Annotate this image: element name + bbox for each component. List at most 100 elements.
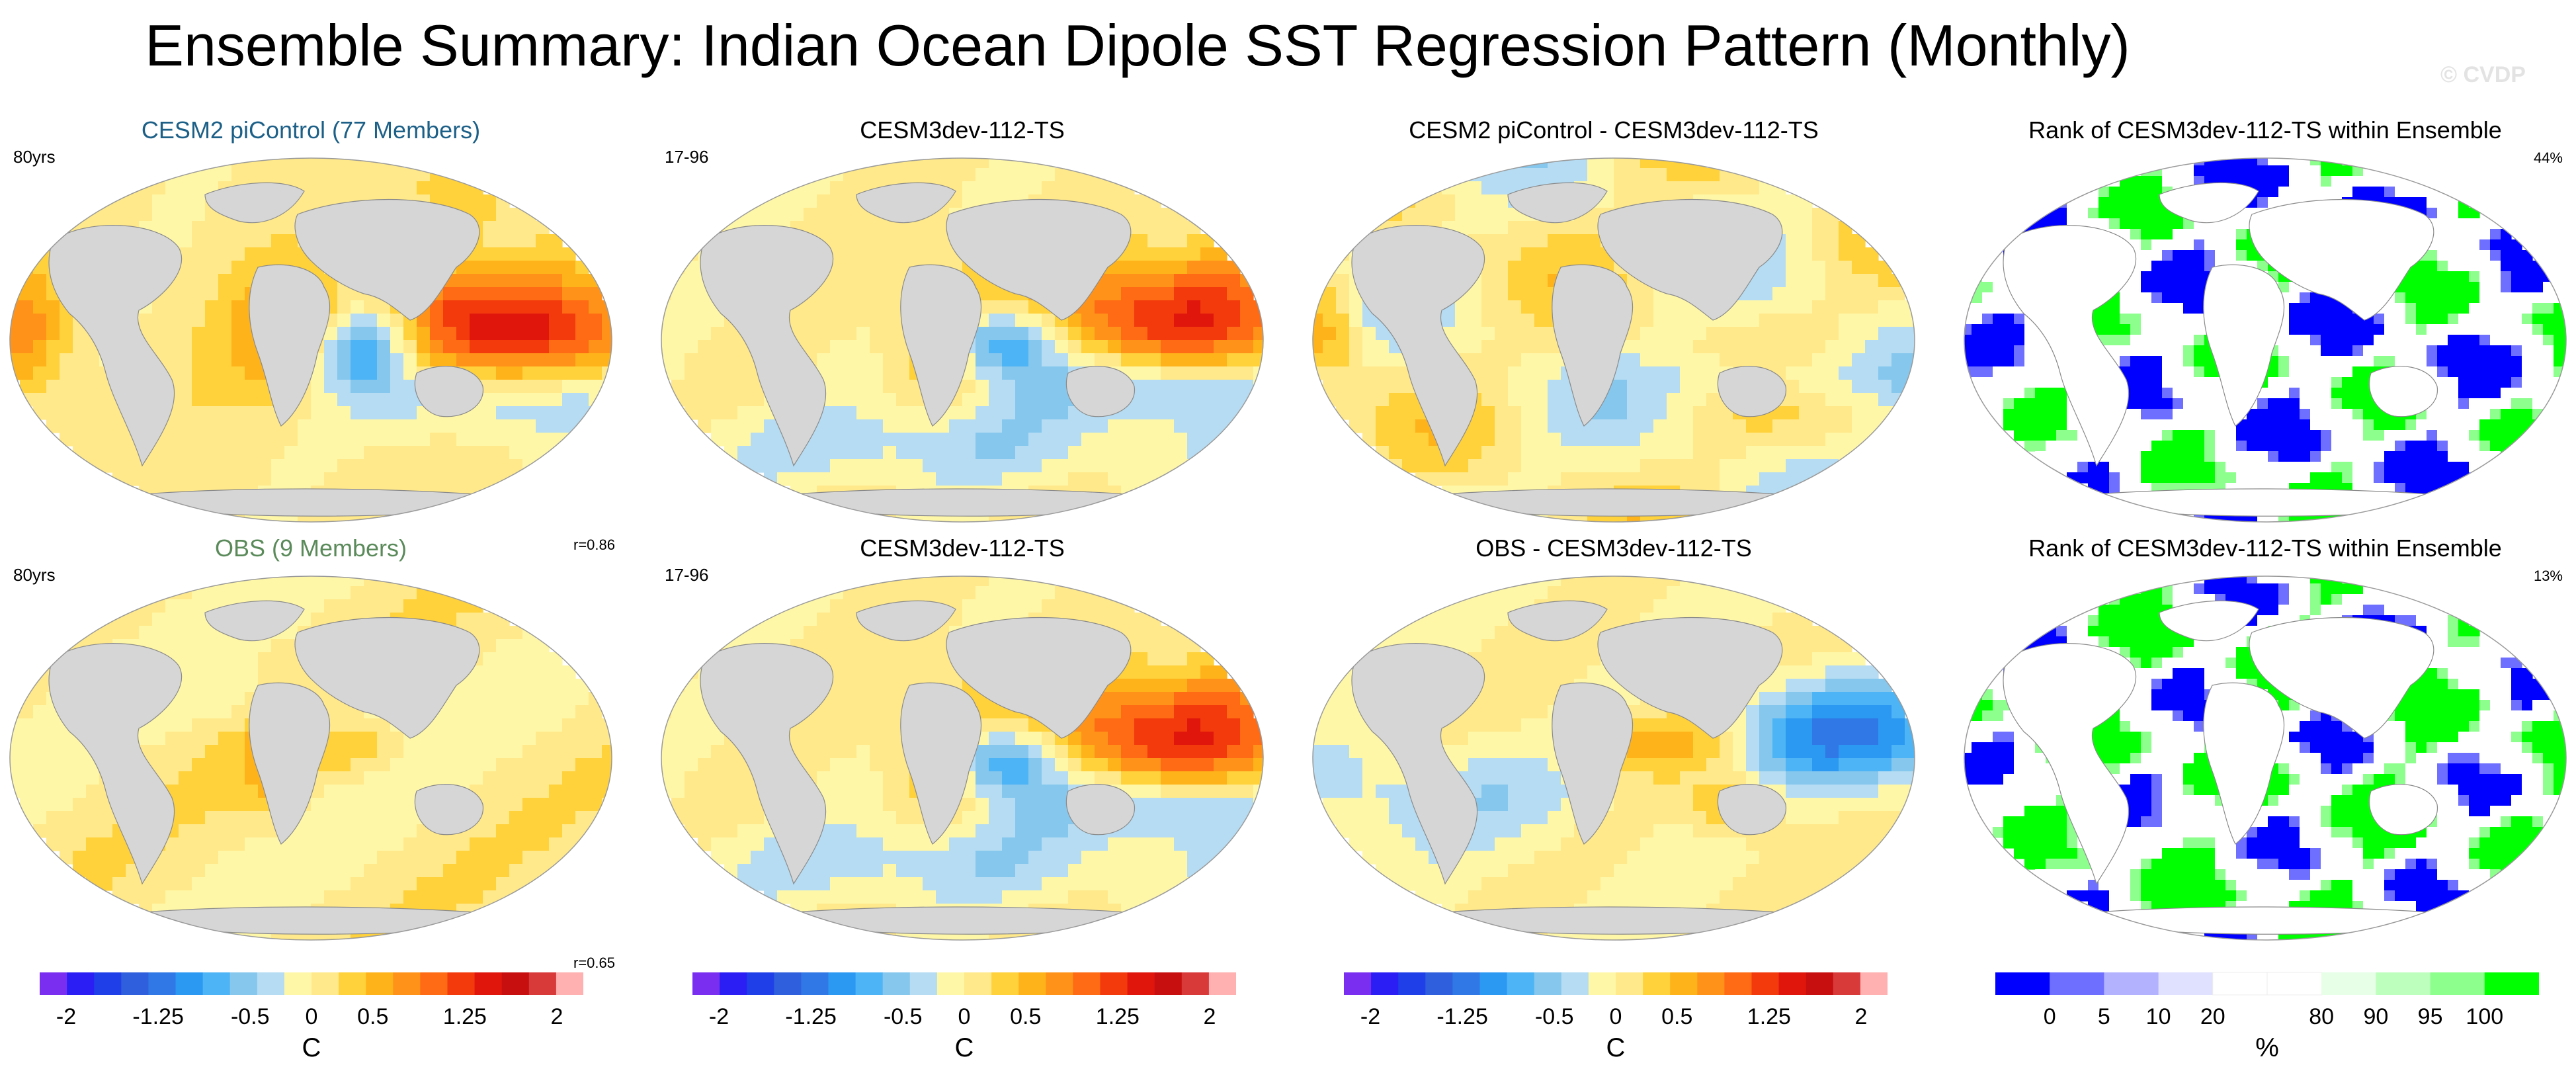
grid-cell <box>2130 345 2141 357</box>
grid-cell <box>351 314 364 327</box>
grid-cell <box>2046 366 2057 378</box>
grid-cell <box>1799 340 1813 354</box>
grid-cell <box>1042 353 1056 367</box>
grid-cell <box>112 613 126 626</box>
grid-cell <box>496 208 510 222</box>
grid-cell <box>351 327 364 341</box>
grid-cell <box>549 433 563 447</box>
grid-cell <box>2437 366 2448 378</box>
grid-cell <box>205 366 219 380</box>
grid-cell <box>1534 393 1548 407</box>
grid-cell <box>2469 335 2480 346</box>
grid-cell <box>2257 441 2268 452</box>
grid-cell <box>2395 345 2406 357</box>
grid-cell <box>231 314 245 327</box>
grid-cell <box>1534 380 1548 394</box>
grid-cell <box>2151 398 2163 409</box>
grid-cell <box>2151 356 2163 367</box>
grid-cell <box>179 380 192 394</box>
grid-cell <box>575 300 589 314</box>
grid-cell <box>1481 194 1495 208</box>
grid-cell <box>2151 366 2163 378</box>
grid-cell <box>2098 187 2110 198</box>
grid-cell <box>1108 274 1122 288</box>
grid-cell <box>2479 335 2491 346</box>
grid-cell <box>2469 271 2480 282</box>
grid-cell <box>2035 430 2046 441</box>
grid-cell <box>509 247 523 261</box>
grid-cell <box>2427 441 2438 452</box>
grid-cell <box>2437 462 2448 473</box>
grid-cell <box>1214 300 1227 314</box>
grid-cell <box>2395 451 2406 462</box>
grid-cell <box>2511 398 2522 409</box>
grid-cell <box>20 380 34 394</box>
grid-cell <box>989 433 1003 447</box>
grid-cell <box>1313 314 1323 327</box>
grid-cell <box>337 314 351 327</box>
grid-cell <box>1720 419 1733 433</box>
grid-cell <box>2141 366 2152 378</box>
grid-cell <box>231 639 245 653</box>
grid-cell <box>417 446 431 460</box>
grid-cell <box>1534 419 1548 433</box>
grid-cell <box>2384 462 2395 473</box>
panel-r2c1: OBS (9 Members) 80yrs r=0.65 <box>0 533 622 1023</box>
grid-cell <box>830 340 844 354</box>
grid-cell <box>1402 194 1416 208</box>
grid-cell <box>1495 419 1509 433</box>
grid-cell <box>1521 419 1535 433</box>
grid-cell <box>2151 462 2163 473</box>
grid-cell <box>218 353 232 367</box>
grid-cell <box>671 353 685 367</box>
grid-cell <box>1068 472 1082 486</box>
grid-cell <box>483 626 497 640</box>
grid-cell <box>2194 303 2205 314</box>
grid-cell <box>817 340 831 354</box>
grid-cell <box>856 393 870 407</box>
grid-cell <box>1002 314 1016 327</box>
grid-cell <box>883 261 897 275</box>
grid-cell <box>2056 462 2067 473</box>
grid-cell <box>1865 340 1879 354</box>
grid-cell <box>522 327 536 341</box>
grid-cell <box>843 314 857 327</box>
grid-cell <box>843 353 857 367</box>
grid-cell <box>2310 303 2321 314</box>
grid-cell <box>817 446 831 460</box>
grid-cell <box>2342 515 2353 522</box>
grid-cell <box>2278 356 2290 367</box>
grid-cell <box>165 446 179 460</box>
grid-cell <box>324 419 338 433</box>
grid-cell <box>377 300 391 314</box>
grid-cell <box>2427 493 2438 505</box>
grid-cell <box>2490 239 2501 251</box>
grid-cell <box>764 433 778 447</box>
grid-cell <box>2173 271 2184 282</box>
grid-cell <box>2289 176 2300 187</box>
grid-cell <box>2532 292 2544 304</box>
grid-cell <box>883 459 897 473</box>
grid-cell <box>192 247 206 261</box>
grid-cell <box>46 353 60 367</box>
grid-cell <box>152 221 166 235</box>
grid-cell <box>417 353 431 367</box>
grid-cell <box>337 327 351 341</box>
grid-cell <box>804 168 817 182</box>
grid-cell <box>804 327 817 341</box>
grid-cell <box>777 181 791 195</box>
grid-cell <box>2215 398 2226 409</box>
grid-cell <box>2183 303 2194 314</box>
grid-cell <box>777 194 791 208</box>
grid-cell <box>1759 433 1773 447</box>
grid-cell <box>923 459 936 473</box>
grid-cell <box>2384 324 2395 335</box>
grid-cell <box>218 459 232 473</box>
grid-cell <box>179 393 192 407</box>
grid-cell <box>258 459 272 473</box>
grid-cell <box>2363 335 2374 346</box>
grid-cell <box>2194 441 2205 452</box>
grid-cell <box>1187 380 1201 394</box>
grid-cell <box>1561 472 1575 486</box>
grid-cell <box>2479 250 2491 261</box>
